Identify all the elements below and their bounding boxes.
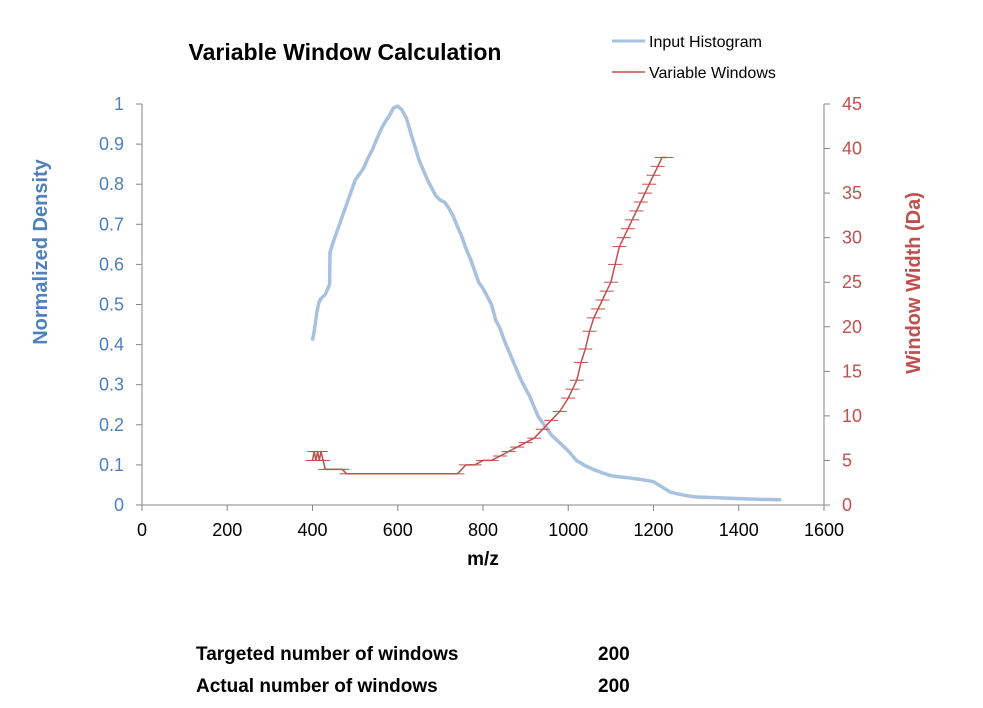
right-tick-label: 5 bbox=[842, 450, 852, 470]
x-tick-label: 1200 bbox=[633, 520, 673, 540]
series-line-variable-windows bbox=[311, 156, 667, 475]
left-tick-label: 0.5 bbox=[99, 295, 124, 315]
right-tick-label: 10 bbox=[842, 406, 862, 426]
legend-label-variable-windows: Variable Windows bbox=[649, 65, 776, 82]
right-axis-title: Window Width (Da) bbox=[903, 192, 925, 374]
summary-row-targeted: Targeted number of windows 200 bbox=[196, 644, 630, 676]
x-tick-label: 800 bbox=[468, 520, 498, 540]
left-tick-label: 0.8 bbox=[99, 174, 124, 194]
targeted-label: Targeted number of windows bbox=[196, 644, 459, 665]
right-tick-label: 45 bbox=[842, 94, 862, 114]
series-line-input-histogram bbox=[310, 104, 782, 502]
right-tick-label: 35 bbox=[842, 183, 862, 203]
left-tick-label: 1 bbox=[114, 94, 124, 114]
left-tick-label: 0 bbox=[114, 495, 124, 515]
chart-title: Variable Window Calculation bbox=[189, 39, 502, 65]
left-tick-label: 0.6 bbox=[99, 254, 124, 274]
right-tick-label: 30 bbox=[842, 228, 862, 248]
chart: Variable Window Calculation Input Histog… bbox=[30, 34, 925, 570]
right-tick-label: 15 bbox=[842, 361, 862, 381]
x-tick-label: 200 bbox=[212, 520, 242, 540]
left-tick-label: 0.4 bbox=[99, 335, 124, 355]
right-tick-label: 0 bbox=[842, 495, 852, 515]
left-axis-ticks: 0 0.1 0.2 0.3 0.4 0.5 0.6 0.7 0.8 0.9 1 bbox=[99, 94, 142, 515]
legend-label-input-histogram: Input Histogram bbox=[649, 34, 762, 51]
x-tick-label: 1000 bbox=[548, 520, 588, 540]
right-axis-ticks: 0 5 10 15 20 25 30 35 40 45 bbox=[824, 94, 862, 515]
left-tick-label: 0.3 bbox=[99, 375, 124, 395]
series-layer bbox=[305, 104, 782, 502]
left-tick-label: 0.1 bbox=[99, 455, 124, 475]
right-tick-label: 40 bbox=[842, 139, 862, 159]
targeted-value: 200 bbox=[598, 644, 630, 665]
right-tick-label: 25 bbox=[842, 272, 862, 292]
x-tick-label: 1600 bbox=[804, 520, 844, 540]
x-axis-title: m/z bbox=[467, 549, 499, 570]
right-tick-label: 20 bbox=[842, 317, 862, 337]
left-axis-title: Normalized Density bbox=[30, 158, 52, 344]
actual-value: 200 bbox=[598, 676, 630, 697]
summary-row-actual: Actual number of windows 200 bbox=[196, 676, 630, 708]
left-tick-label: 0.2 bbox=[99, 415, 124, 435]
x-axis-ticks: 0 200 400 600 800 1000 1200 1400 1600 bbox=[137, 505, 844, 540]
summary-table: Targeted number of windows 200 Actual nu… bbox=[196, 644, 630, 708]
left-tick-label: 0.9 bbox=[99, 134, 124, 154]
left-tick-label: 0.7 bbox=[99, 214, 124, 234]
x-tick-label: 0 bbox=[137, 520, 147, 540]
x-tick-label: 1400 bbox=[719, 520, 759, 540]
actual-label: Actual number of windows bbox=[196, 676, 438, 697]
x-tick-label: 400 bbox=[297, 520, 327, 540]
x-tick-label: 600 bbox=[383, 520, 413, 540]
